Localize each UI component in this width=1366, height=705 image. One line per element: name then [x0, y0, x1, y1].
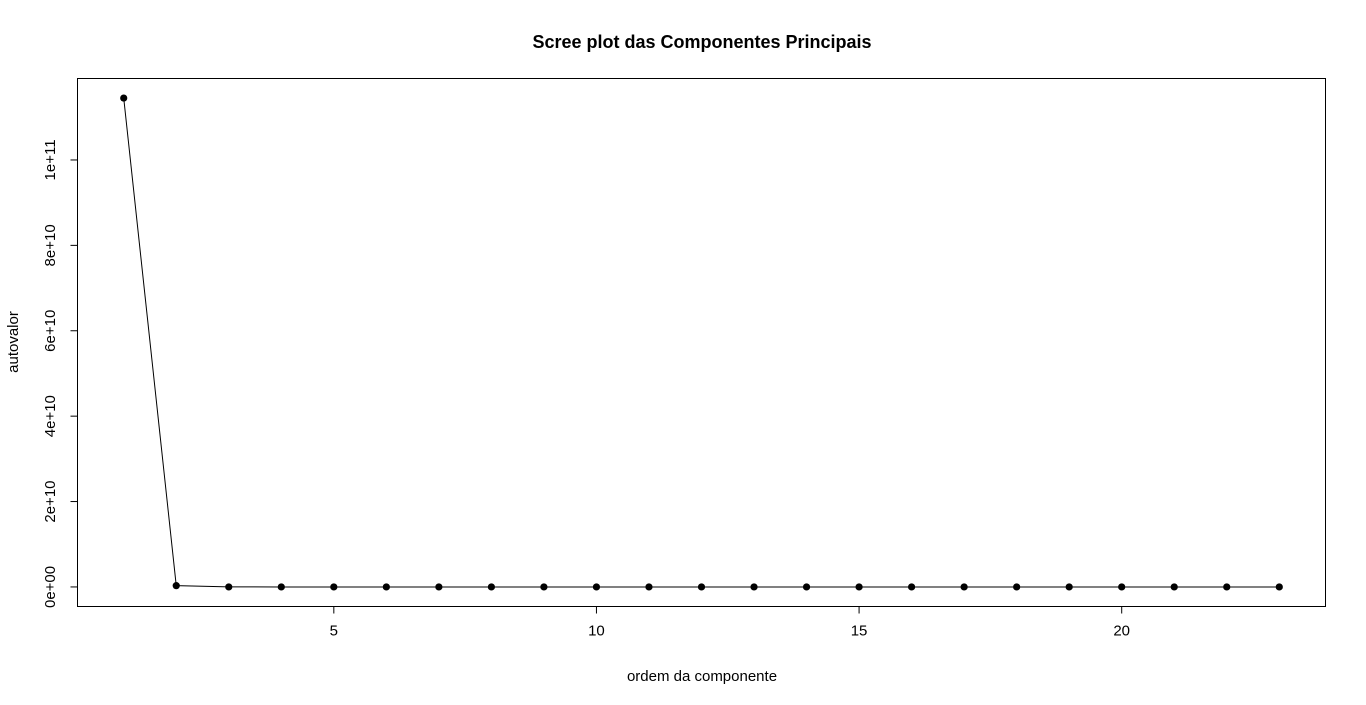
- y-axis: 0e+00 2e+10 4e+10 6e+10 8e+10 1e+11: [42, 139, 78, 608]
- x-tick-label: 5: [330, 623, 338, 640]
- data-point-4: [277, 583, 285, 591]
- y-axis-label: autovalor: [5, 311, 22, 373]
- x-tick-label: 15: [851, 623, 868, 640]
- y-tick-label: 8e+10: [42, 224, 59, 266]
- data-point-23: [1275, 583, 1283, 591]
- chart-title: Scree plot das Componentes Principais: [532, 32, 871, 52]
- y-tick-label: 1e+11: [42, 139, 59, 180]
- data-point-8: [487, 583, 495, 591]
- data-point-11: [645, 583, 653, 591]
- y-tick-label: 6e+10: [42, 310, 59, 352]
- data-point-3: [225, 583, 233, 591]
- data-point-18: [1013, 583, 1021, 591]
- data-point-14: [802, 583, 811, 591]
- y-tick-label: 4e+10: [42, 395, 59, 437]
- y-tick-label: 0e+00: [42, 566, 59, 608]
- x-tick-label: 20: [1113, 623, 1130, 640]
- data-point-13: [750, 583, 758, 591]
- data-point-9: [540, 583, 548, 591]
- x-tick-label: 10: [588, 623, 605, 640]
- series-layer: [120, 94, 1283, 591]
- data-point-2: [172, 582, 180, 590]
- data-point-15: [855, 583, 863, 591]
- data-point-6: [382, 583, 390, 591]
- data-point-1: [120, 94, 128, 102]
- data-point-22: [1223, 583, 1231, 591]
- series-line: [123, 98, 1280, 588]
- x-axis: 5 10 15 20: [330, 606, 1130, 640]
- data-point-17: [960, 583, 968, 591]
- data-point-7: [435, 583, 443, 591]
- plot-frame: [77, 78, 1326, 607]
- x-axis-label: ordem da componente: [627, 668, 777, 685]
- data-point-20: [1118, 583, 1126, 591]
- data-point-16: [908, 583, 916, 591]
- data-point-12: [697, 583, 706, 591]
- data-point-19: [1065, 583, 1073, 591]
- data-point-10: [592, 583, 601, 591]
- y-tick-label: 2e+10: [42, 480, 59, 522]
- data-point-5: [330, 583, 338, 591]
- data-point-21: [1170, 583, 1178, 591]
